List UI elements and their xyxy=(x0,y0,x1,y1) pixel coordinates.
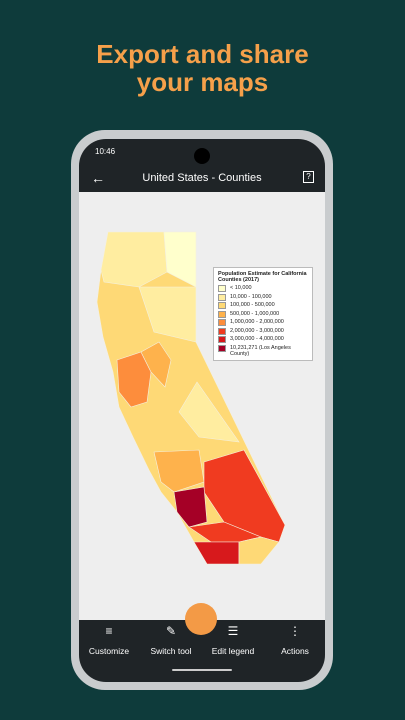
legend-label: 500,000 - 1,000,000 xyxy=(230,310,280,317)
legend-swatch xyxy=(218,336,226,343)
legend-label: 10,000 - 100,000 xyxy=(230,293,272,300)
legend: Population Estimate for California Count… xyxy=(213,267,313,361)
legend-items: < 10,000 10,000 - 100,000 100,000 - 500,00… xyxy=(218,285,308,357)
nav-button[interactable]: ☰ Edit legend xyxy=(202,624,264,656)
nav-icon: ⋮ xyxy=(289,624,301,638)
legend-item: < 10,000 xyxy=(218,285,308,292)
legend-item: 1,000,000 - 2,000,000 xyxy=(218,319,308,326)
legend-item: 2,000,000 - 3,000,000 xyxy=(218,327,308,335)
county xyxy=(153,449,205,493)
fab[interactable] xyxy=(185,603,217,635)
legend-label: < 10,000 xyxy=(230,285,252,291)
map-area: Population Estimate for California Count… xyxy=(79,192,325,620)
nav-button[interactable]: ≡ Customize xyxy=(79,624,140,656)
legend-item: 10,000 - 100,000 xyxy=(218,293,308,301)
legend-swatch xyxy=(218,285,226,292)
nav-label: Edit legend xyxy=(211,646,255,656)
nav-label: Actions xyxy=(281,646,309,656)
map xyxy=(96,231,286,565)
nav-icon: ✎ xyxy=(165,624,177,638)
nav-icon: ≡ xyxy=(105,624,113,638)
back-button[interactable]: ← xyxy=(91,170,105,186)
headline: Export and share your maps xyxy=(96,39,309,97)
legend-swatch xyxy=(218,319,226,326)
legend-swatch xyxy=(218,302,226,309)
nav-label: Switch tool xyxy=(150,646,192,656)
nav-button[interactable]: ⋮ Actions xyxy=(264,624,325,656)
county xyxy=(138,286,197,343)
legend-label: 1,000,000 - 2,000,000 xyxy=(230,319,284,325)
legend-label: 100,000 - 500,000 xyxy=(230,302,275,308)
legend-item: 500,000 - 1,000,000 xyxy=(218,310,308,318)
legend-item: 100,000 - 500,000 xyxy=(218,302,308,309)
screen: 10:46 ← United States - Counties ? P xyxy=(79,139,325,682)
status-time: 10:46 xyxy=(95,147,116,156)
app-title: United States - Counties xyxy=(142,172,262,184)
legend-swatch xyxy=(218,310,226,318)
county xyxy=(173,486,208,528)
legend-swatch xyxy=(218,327,226,335)
nav-icon: ☰ xyxy=(227,624,239,638)
legend-title: Population Estimate for California Count… xyxy=(218,271,307,283)
county xyxy=(238,536,280,565)
county xyxy=(178,381,240,443)
nav-button[interactable]: ✎ Switch tool xyxy=(140,624,202,656)
nav-label: Customize xyxy=(88,646,130,656)
legend-label: 10,231,271 (Los Angeles County) xyxy=(230,344,291,357)
legend-item: 10,231,271 (Los Angeles County) xyxy=(218,344,308,357)
legend-item: 3,000,000 - 4,000,000 xyxy=(218,336,308,343)
legend-swatch xyxy=(218,293,226,301)
camera xyxy=(194,148,210,164)
county xyxy=(193,541,240,565)
county xyxy=(140,341,172,388)
home-indicator xyxy=(172,669,232,671)
legend-label: 3,000,000 - 4,000,000 xyxy=(230,336,284,342)
help-button[interactable]: ? xyxy=(303,171,314,183)
legend-swatch xyxy=(218,344,226,352)
legend-label: 2,000,000 - 3,000,000 xyxy=(230,327,284,334)
